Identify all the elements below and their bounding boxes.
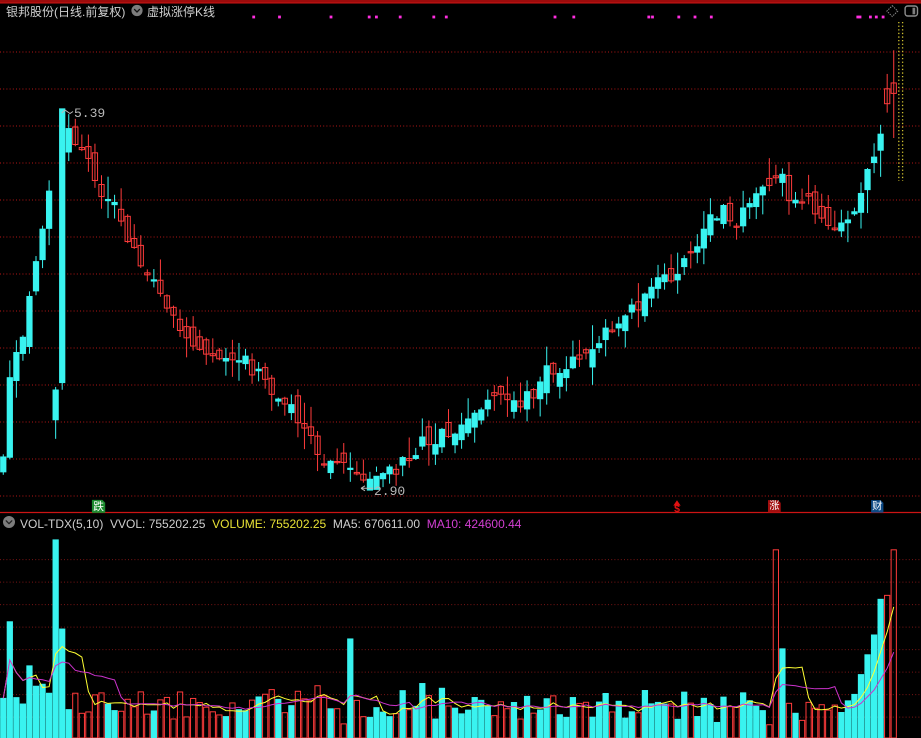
svg-text:跌: 跌 [93,500,104,513]
svg-text:财: 财 [872,499,882,512]
svg-text:涨: 涨 [769,500,779,512]
svg-text:$: $ [674,503,680,515]
